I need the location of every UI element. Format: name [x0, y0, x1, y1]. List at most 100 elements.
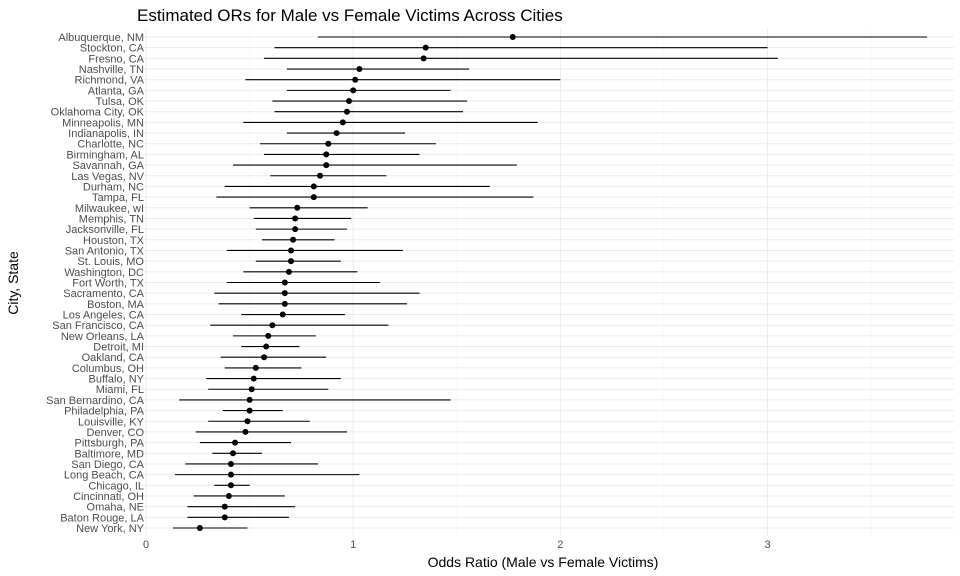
y-tick-label: Baton Rouge, LA: [60, 512, 144, 524]
or-point: [252, 364, 259, 371]
y-tick-label: Detroit, MI: [93, 342, 144, 354]
or-point: [281, 279, 288, 286]
y-tick-label: New York, NY: [76, 523, 145, 535]
or-point: [310, 183, 317, 190]
or-point: [246, 407, 253, 414]
or-point: [509, 34, 516, 40]
or-point: [333, 130, 340, 137]
y-tick-label: Las Vegas, NV: [71, 171, 144, 183]
chart-title: Estimated ORs for Male vs Female Victims…: [137, 6, 563, 25]
y-tick-label: Indianapolis, IN: [68, 128, 144, 140]
y-tick-label: Louisville, KY: [78, 416, 145, 428]
y-tick-label: Baltimore, MD: [74, 448, 144, 460]
y-tick-label: Houston, TX: [83, 235, 145, 247]
or-point: [292, 215, 299, 222]
y-tick-label: Omaha, NE: [87, 502, 144, 514]
y-tick-label: Oklahoma City, OK: [51, 107, 145, 119]
or-point: [310, 194, 317, 201]
y-tick-label: Savannah, GA: [72, 160, 144, 172]
y-tick-label: Cincinnati, OH: [73, 491, 144, 503]
y-tick-label: Birmingham, AL: [66, 149, 144, 161]
or-point: [221, 503, 228, 510]
y-tick-label: Chicago, IL: [88, 480, 144, 492]
or-point: [420, 55, 427, 62]
y-tick-label: Tampa, FL: [92, 192, 144, 204]
x-tick-label: 0: [143, 539, 149, 551]
or-point: [248, 386, 255, 393]
or-point: [422, 44, 429, 51]
x-axis-title: Odds Ratio (Male vs Female Victims): [428, 554, 659, 570]
or-point: [281, 290, 288, 297]
or-point: [352, 76, 359, 83]
or-point: [281, 300, 288, 307]
y-tick-label: San Bernardino, CA: [46, 395, 144, 407]
or-point: [263, 343, 270, 350]
or-point: [242, 428, 249, 435]
y-tick-label: Nashville, TN: [79, 64, 144, 76]
y-tick-label: Washington, DC: [64, 267, 144, 279]
point-estimates: [196, 34, 516, 531]
y-tick-label: New Orleans, LA: [61, 331, 145, 343]
y-tick-label: Albuquerque, NM: [58, 32, 144, 44]
or-point: [294, 204, 301, 211]
or-point: [288, 258, 295, 265]
y-tick-label: Stockton, CA: [80, 43, 145, 55]
or-point: [323, 151, 330, 158]
or-point: [317, 172, 324, 179]
y-tick-label: Charlotte, NC: [77, 139, 144, 151]
y-tick-label: Fresno, CA: [88, 53, 144, 65]
y-tick-label: Los Angeles, CA: [63, 310, 145, 322]
y-tick-label: Philadelphia, PA: [64, 406, 145, 418]
or-point: [230, 450, 237, 457]
y-tick-label: Columbus, OH: [72, 363, 144, 375]
or-point: [292, 226, 299, 233]
or-point: [350, 87, 357, 94]
y-tick-label: Sacramento, CA: [63, 288, 144, 300]
or-point: [221, 514, 228, 521]
or-point: [323, 162, 330, 169]
y-tick-label: Minneapolis, MN: [62, 117, 144, 129]
y-tick-label: Durham, NC: [83, 181, 144, 193]
or-point: [232, 439, 239, 446]
confidence-intervals: [172, 36, 928, 529]
or-point: [265, 332, 272, 339]
y-tick-label: Tulsa, OK: [96, 96, 145, 108]
y-tick-label: Long Beach, CA: [64, 470, 145, 482]
or-point: [225, 492, 232, 499]
or-point: [288, 247, 295, 254]
or-point: [244, 418, 251, 425]
or-point: [339, 119, 346, 126]
or-point: [325, 140, 332, 147]
y-tick-label: Atlanta, GA: [88, 85, 145, 97]
or-point: [356, 66, 363, 73]
y-tick-label: Memphis, TN: [79, 213, 144, 225]
or-point: [227, 460, 234, 467]
y-tick-label: Miami, FL: [96, 384, 144, 396]
x-tick-label: 2: [557, 539, 563, 551]
y-tick-label: Buffalo, NY: [89, 374, 145, 386]
or-point: [269, 322, 276, 329]
y-axis-title: City, State: [5, 251, 21, 315]
y-tick-label: Milwaukee, wI: [75, 203, 144, 215]
or-point: [261, 354, 268, 361]
or-point: [227, 482, 234, 489]
or-point: [285, 268, 292, 275]
or-point: [227, 471, 234, 478]
y-tick-label: Jacksonville, FL: [66, 224, 144, 236]
y-tick-label: Boston, MA: [87, 299, 145, 311]
or-point: [196, 525, 203, 531]
or-point: [250, 375, 257, 382]
y-tick-label: Oakland, CA: [82, 352, 145, 364]
y-tick-label: Denver, CO: [87, 427, 145, 439]
y-tick-label: Pittsburgh, PA: [75, 438, 145, 450]
or-point: [290, 236, 297, 243]
y-tick-label: San Francisco, CA: [52, 320, 144, 332]
or-point: [343, 108, 350, 115]
x-tick-label: 3: [764, 539, 770, 551]
y-tick-label: St. Louis, MO: [77, 256, 144, 268]
y-tick-label: San Antonio, TX: [65, 245, 145, 257]
x-axis-tick-labels: 0 1 2 3: [143, 539, 771, 551]
x-tick-label: 1: [350, 539, 356, 551]
y-tick-label: Fort Worth, TX: [72, 278, 144, 290]
